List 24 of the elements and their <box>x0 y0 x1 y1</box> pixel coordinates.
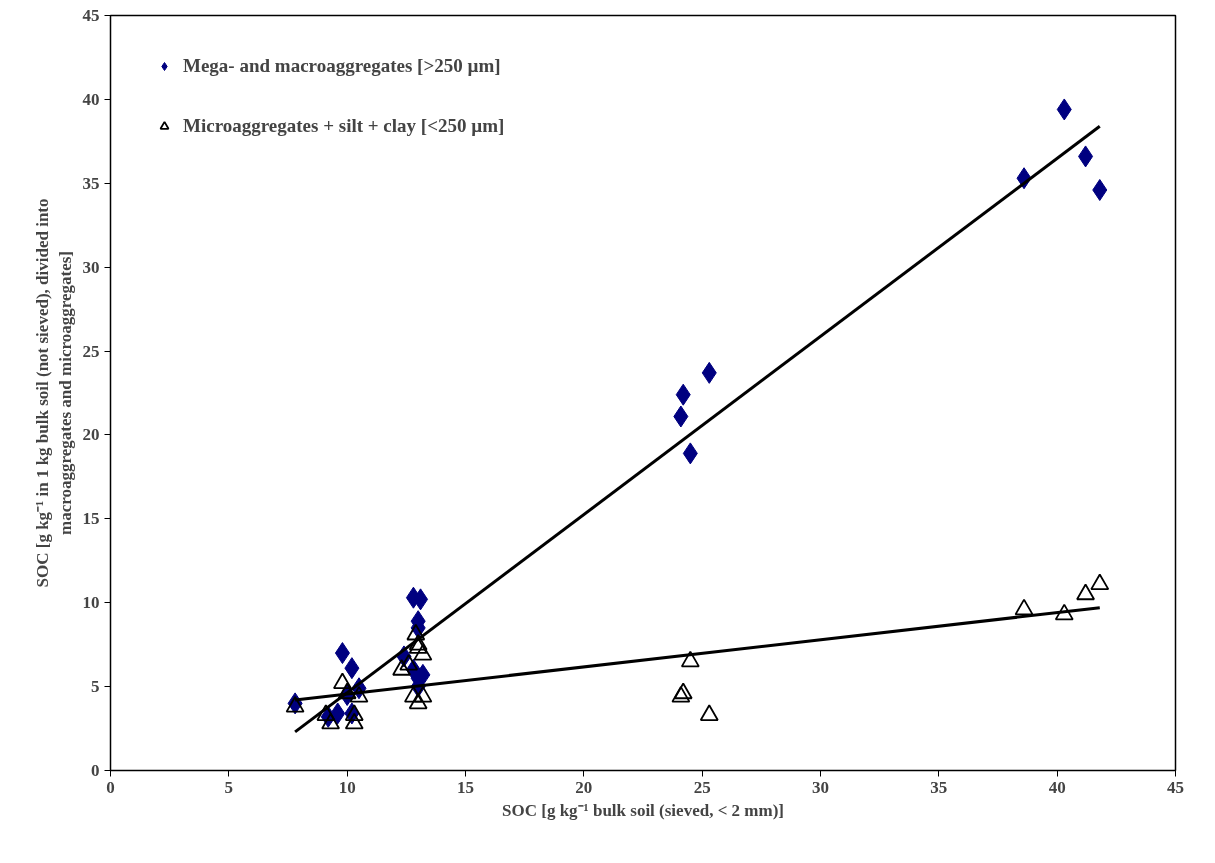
x-tick-label: 5 <box>224 777 234 797</box>
y-tick-label: 30 <box>82 257 100 277</box>
x-tick-label: 20 <box>575 777 593 797</box>
y-tick-label: 15 <box>82 509 100 529</box>
x-tick-label: 25 <box>693 777 711 797</box>
x-tick-label: 10 <box>338 777 356 797</box>
legend-label: Mega- and macroaggregates [>250 µm] <box>183 55 501 77</box>
x-tick-label: 0 <box>106 777 115 797</box>
y-axis-title: SOC [g kg⁻¹ in 1 kg bulk soil (not sieved), divided into macroaggregates and microaggregates] <box>32 198 75 588</box>
x-tick-label: 35 <box>930 777 948 797</box>
y-tick-label: 10 <box>82 593 100 613</box>
x-tick-label: 45 <box>1167 777 1184 797</box>
x-tick-label: 15 <box>457 777 474 797</box>
legend-label: Microaggregates + silt + clay [<250 µm] <box>183 115 505 137</box>
y-tick-label: 45 <box>82 6 100 25</box>
y-tick-label: 5 <box>91 677 100 697</box>
y-tick-label: 20 <box>82 425 100 445</box>
y-tick-label: 35 <box>82 173 100 193</box>
y-tick-label: 0 <box>91 761 100 780</box>
x-tick-label: 30 <box>812 777 829 797</box>
y-tick-label: 40 <box>82 89 100 109</box>
x-axis-title: SOC [g kg⁻¹ bulk soil (sieved, < 2 mm)] <box>502 800 784 820</box>
x-tick-label: 40 <box>1048 777 1066 797</box>
y-tick-label: 25 <box>82 341 100 361</box>
